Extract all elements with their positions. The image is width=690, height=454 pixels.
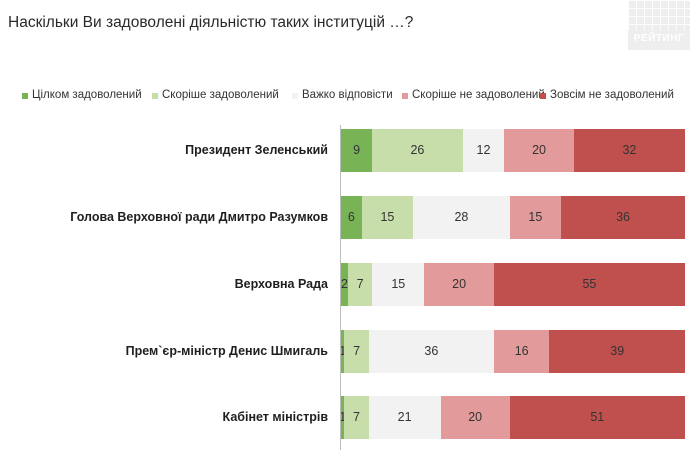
- brand-logo: РЕЙТИНГ: [628, 0, 690, 50]
- category-label: Прем`єр-міністр Денис Шмигаль: [125, 344, 328, 358]
- legend-label: Цілком задоволений: [32, 89, 142, 101]
- bar-segment: 36: [561, 195, 685, 239]
- legend-swatch: [402, 93, 408, 99]
- data-label: 1: [341, 330, 344, 373]
- category-axis-line: [340, 125, 341, 450]
- data-label: 20: [452, 277, 467, 291]
- category-label: Кабінет міністрів: [222, 410, 328, 424]
- bar-segment: 15: [372, 262, 425, 306]
- data-label: 26: [410, 143, 425, 157]
- category-label: Президент Зеленський: [185, 143, 328, 157]
- legend-label: Важко відповісти: [302, 89, 393, 101]
- bar-segment: 7: [344, 395, 369, 439]
- data-label: 32: [622, 143, 637, 157]
- legend-swatch: [152, 93, 158, 99]
- bar-segment: 12: [462, 128, 505, 172]
- bar-segment: 15: [361, 195, 414, 239]
- data-label: 36: [424, 344, 439, 358]
- bar-segment: 6: [341, 195, 362, 239]
- bar-segment: 7: [344, 329, 369, 373]
- data-label: 7: [353, 410, 360, 424]
- data-label: 6: [347, 210, 355, 224]
- bar-segment: 16: [493, 329, 550, 373]
- bar-segment: 36: [368, 329, 494, 373]
- legend-label: Скоріше не задоволений: [412, 89, 545, 101]
- data-label: 7: [353, 344, 361, 358]
- data-label: 12: [476, 143, 491, 157]
- category-label: Верховна Рада: [234, 277, 328, 291]
- bar-segment: 39: [549, 329, 685, 373]
- bar-segment: 51: [509, 395, 685, 439]
- bar-segment: 7: [347, 262, 373, 306]
- bar-segment: 21: [368, 395, 441, 439]
- bar-segment: 20: [504, 128, 574, 172]
- bar-segment: 28: [413, 195, 510, 239]
- data-label: 28: [454, 210, 469, 224]
- legend-label: Скоріше задоволений: [162, 89, 279, 101]
- data-label: 9: [353, 143, 361, 157]
- legend-label: Зовсім не задоволений: [550, 89, 674, 101]
- chart-title: Наскільки Ви задоволені діяльністю таких…: [8, 14, 414, 31]
- bar-segment: 20: [424, 262, 494, 306]
- data-label: 20: [468, 410, 483, 424]
- legend-swatch: [22, 93, 28, 99]
- data-label: 16: [514, 344, 529, 358]
- bar-segment: 1: [341, 329, 345, 373]
- bar-segment: 20: [440, 395, 510, 439]
- legend-swatch: [540, 93, 546, 99]
- data-label: 39: [610, 344, 625, 358]
- brand-logo-text: РЕЙТИНГ: [633, 33, 685, 44]
- data-label: 1: [341, 396, 344, 439]
- bar-segment: 26: [372, 128, 463, 172]
- data-label: 15: [528, 210, 543, 224]
- data-label: 20: [532, 143, 546, 157]
- data-label: 7: [356, 277, 364, 291]
- bar-segment: 55: [493, 262, 685, 306]
- bar-segment: 32: [573, 128, 685, 172]
- data-label: 15: [380, 210, 395, 224]
- bar-segment: 2: [341, 262, 348, 306]
- data-label: 15: [391, 277, 406, 291]
- bar-segment: 15: [509, 195, 562, 239]
- data-label: 51: [590, 410, 605, 424]
- legend-swatch: [292, 93, 298, 99]
- data-label: 2: [341, 277, 348, 291]
- category-label: Голова Верховної ради Дмитро Разумков: [70, 210, 328, 224]
- bar-segment: 1: [341, 395, 345, 439]
- data-label: 21: [397, 410, 412, 424]
- data-label: 55: [582, 277, 597, 291]
- bar-segment: 9: [341, 128, 373, 172]
- data-label: 36: [616, 210, 631, 224]
